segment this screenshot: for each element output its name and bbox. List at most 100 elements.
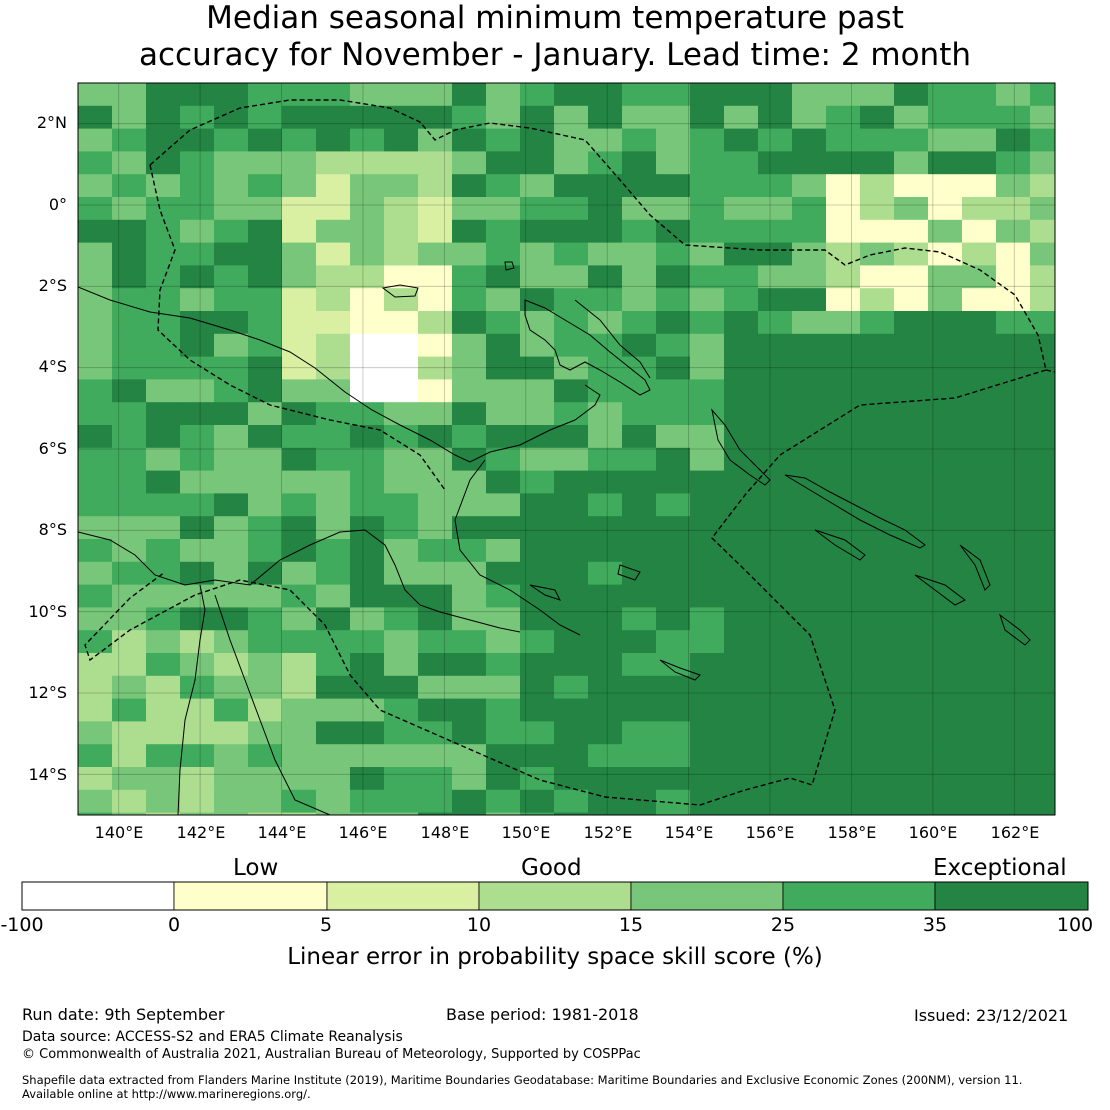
grid-cell [962,493,997,517]
grid-cell [146,105,181,130]
grid-cell [146,219,181,244]
grid-cell [622,128,657,152]
grid-cell [928,356,963,380]
grid-cell [826,470,861,494]
grid-cell [656,630,691,654]
grid-cell [792,812,827,815]
grid-cell [690,402,725,426]
grid-cell [282,744,317,768]
grid-cell [282,812,317,815]
grid-cell [520,721,555,745]
grid-cell [316,151,351,175]
grid-cell [146,311,181,335]
grid-cell [486,242,521,266]
grid-cell [146,174,181,198]
grid-cell [486,356,521,380]
grid-cell [622,698,657,722]
grid-cell [996,653,1031,677]
grid-cell [554,333,589,358]
grid-cell [248,607,283,631]
grid-cell [554,653,589,677]
grid-cell [928,812,963,815]
map-title: Median seasonal minimum temperature past… [0,0,1110,74]
grid-cell [554,516,589,540]
grid-cell [588,767,623,791]
grid-cell [996,493,1031,517]
grid-cell [962,379,997,403]
grid-cell [112,83,147,107]
grid-cell [520,219,555,244]
grid-cell [1030,311,1055,335]
grid-cell [724,561,759,586]
grid-cell [350,516,385,540]
grid-cell [146,812,181,815]
grid-cell [588,242,623,266]
grid-cell [384,447,419,472]
grid-cell [282,288,317,312]
grid-cell [520,447,555,472]
grid-cell [894,128,929,152]
grid-cell [350,379,385,403]
grid-cell [928,561,963,586]
grid-cell [962,698,997,722]
grid-cell [860,197,895,221]
grid-cell [962,584,997,608]
grid-cell [486,379,521,403]
grid-cell [860,425,895,449]
grid-cell [384,356,419,380]
grid-cell [486,265,521,289]
grid-cell [758,197,793,221]
grid-cell [860,470,895,494]
grid-cell [146,675,181,700]
title-line-1: Median seasonal minimum temperature past [206,0,904,36]
grid-cell [146,516,181,540]
grid-cell [1030,675,1055,700]
grid-cell [146,721,181,745]
grid-cell [316,812,351,815]
grid-cell [112,470,147,494]
grid-cell [554,128,589,152]
grid-cell [452,151,487,175]
grid-cell [316,219,351,244]
grid-cell [316,561,351,586]
grid-cell [588,493,623,517]
grid-cell [214,242,249,266]
grid-cell [350,128,385,152]
grid-cell [180,516,215,540]
grid-cell [724,630,759,654]
grid-cell [248,379,283,403]
grid-cell [622,311,657,335]
grid-cell [792,174,827,198]
grid-cell [384,174,419,198]
grid-cell [1030,584,1055,608]
grid-cell [724,675,759,700]
grid-cell [588,288,623,312]
lon-tick: 150°E [501,823,551,842]
grid-cell [418,447,453,472]
grid-cell [350,630,385,654]
grid-cell [248,630,283,654]
grid-cell [962,356,997,380]
grid-cell [792,197,827,221]
grid-cell [520,653,555,677]
grid-cell [452,128,487,152]
grid-cell [248,265,283,289]
base-period: Base period: 1981-2018 [446,1005,639,1024]
grid-cell [78,812,113,815]
grid-cell [486,561,521,586]
grid-cell [1030,151,1055,175]
grid-cell [78,197,113,221]
grid-cell [724,539,759,563]
grid-cell [928,744,963,768]
grid-cell [452,653,487,677]
grid-cell [452,311,487,335]
grid-cell [418,812,453,815]
copyright: © Commonwealth of Australia 2021, Austra… [22,1047,641,1062]
grid-cell [826,105,861,130]
grid-cell [860,151,895,175]
grid-cell [554,242,589,266]
grid-cell [656,721,691,745]
grid-cell [316,379,351,403]
grid-cell [1030,744,1055,768]
grid-cell [112,242,147,266]
